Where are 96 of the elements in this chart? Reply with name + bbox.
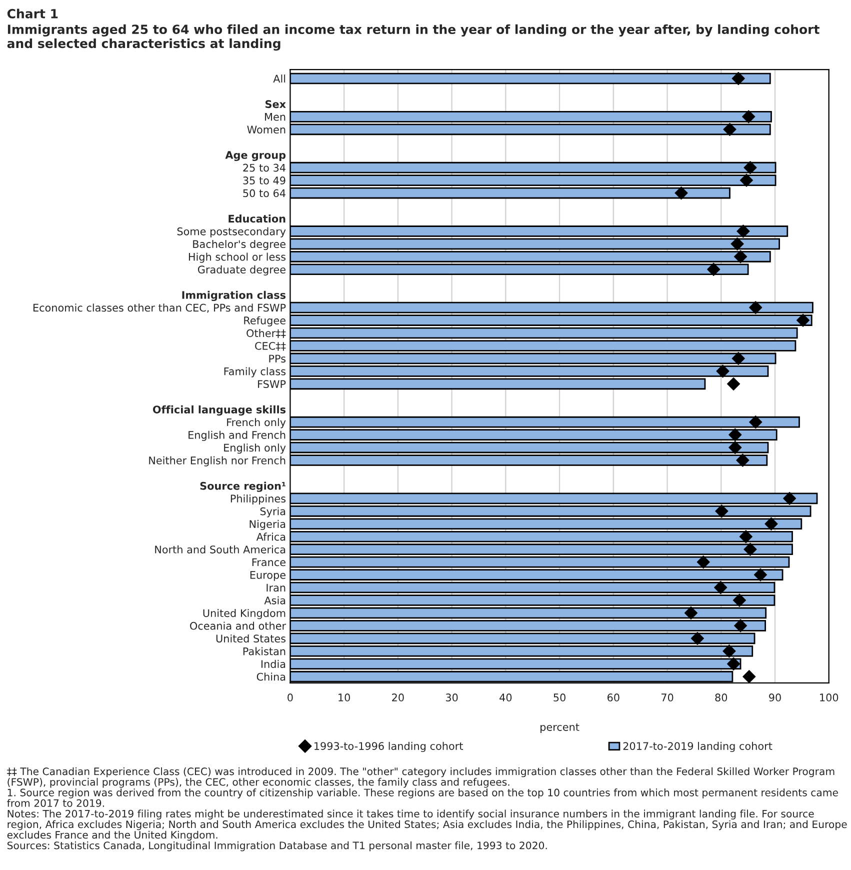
x-tick-label: 0	[288, 694, 293, 702]
y-tick-label: 50 to 64	[243, 189, 286, 198]
y-tick-label: Neither English nor French	[149, 456, 286, 466]
y-tick-label: Pakistan	[243, 647, 286, 656]
y-tick-label: Education	[228, 214, 286, 223]
y-tick-label: Official language skills	[152, 405, 286, 416]
x-tick-label: 20	[392, 694, 404, 702]
point	[782, 492, 796, 505]
y-tick-label: North and South America	[155, 545, 286, 554]
y-tick-label: Some postsecondary	[177, 227, 286, 238]
y-tick-label: 25 to 34	[243, 164, 286, 172]
y-tick-label: Graduate degree	[198, 265, 286, 276]
y-tick-label: Africa	[256, 532, 286, 541]
x-axis-title: percent	[540, 723, 580, 733]
point	[674, 186, 688, 200]
point	[684, 606, 698, 620]
point	[715, 504, 728, 518]
y-tick-label: Nigeria	[250, 520, 286, 530]
point	[742, 670, 756, 683]
y-tick-label: Europe	[250, 571, 286, 581]
point	[736, 224, 750, 238]
y-tick-label: Economic classes other than CEC, PPs and FSWP	[33, 304, 286, 313]
y-tick-label: French only	[227, 418, 286, 428]
y-tick-label: France	[252, 558, 286, 566]
y-tick-label: Source region¹	[200, 482, 286, 492]
point	[749, 300, 762, 314]
chart-subtitle: Immigrants aged 25 to 64 who filed an income tax return in the year of landing or the year after, by landing cohort and selected characteristics at landing	[7, 24, 820, 51]
y-tick-label: 35 to 49	[243, 176, 286, 184]
point	[734, 250, 748, 264]
point	[740, 174, 754, 187]
point	[707, 262, 720, 276]
y-tick-label: Syria	[260, 507, 286, 518]
point	[732, 352, 745, 366]
y-tick-label: Oceania and other	[190, 622, 286, 630]
x-tick-label: 60	[608, 694, 620, 702]
y-tick-label: United States	[216, 634, 286, 643]
x-tick-label: 90	[769, 694, 781, 702]
point	[796, 314, 810, 327]
point	[739, 530, 752, 544]
point	[744, 542, 757, 556]
point	[723, 122, 736, 136]
y-tick-label: Iran	[266, 584, 286, 592]
point	[736, 454, 750, 467]
y-tick-label: FSWP	[258, 380, 286, 388]
text: Notes: The 2017-to-2019 filing rates might be underestimated since it takes time to identify social insurance numbers in the immigrant landing file. For source region, Africa excludes Nigeria; North and South America excludes the United States; Asia excludes India, the Philippines, China, Pakistan, Syria and Iran; and Europe excludes France and the United Kingdom.	[7, 810, 847, 841]
y-tick-label: India	[261, 660, 286, 668]
point	[732, 72, 745, 86]
point	[732, 594, 746, 607]
x-tick-label: 40	[500, 694, 512, 702]
x-tick-label: 10	[338, 694, 350, 702]
y-tick-label: United Kingdom	[203, 609, 286, 620]
y-tick-label: All	[273, 74, 286, 82]
point	[754, 568, 768, 582]
y-tick-label: Age group	[225, 151, 286, 162]
point	[716, 364, 730, 378]
y-tick-label: Immigration class	[182, 290, 286, 302]
y-tick-label: PPs	[269, 354, 286, 363]
point	[744, 161, 757, 174]
y-tick-label: English and French	[188, 430, 286, 441]
y-tick-label: Asia	[264, 596, 286, 604]
y-tick-label: Women	[247, 126, 286, 134]
legend-label: 2017-to-2019 landing cohort	[623, 742, 772, 752]
point	[722, 644, 736, 658]
y-tick-label: English only	[224, 444, 286, 454]
point	[714, 580, 728, 594]
y-tick-label: Philippines	[230, 494, 286, 505]
point	[742, 110, 756, 124]
point	[749, 416, 762, 429]
y-tick-label: CEC‡‡	[255, 342, 286, 351]
point	[690, 632, 704, 645]
point	[696, 555, 710, 569]
source-note: Sources: Statistics Canada, Longitudinal Immigration Database and T1 personal master file, 1993 to 2020.	[7, 841, 547, 852]
point	[726, 377, 740, 390]
x-tick-label: 80	[715, 694, 728, 702]
y-tick-label: China	[256, 672, 286, 681]
y-tick-label: High school or less	[188, 252, 286, 263]
text: ‡‡ The Canadian Experience Class (CEC) was introduced in 2009. The "other" category includes immigration classes other than the Federal Skilled Worker Program (FSWP), provincial programs (PPs), the CEC, other economic classes, the family class and refugees.	[7, 767, 834, 788]
y-tick-label: Bachelor's degree	[193, 240, 286, 250]
point	[730, 237, 744, 250]
y-tick-label: Sex	[265, 100, 286, 108]
point	[734, 619, 748, 632]
y-tick-label: Refugee	[244, 316, 286, 326]
point	[728, 428, 742, 442]
point	[728, 440, 742, 454]
y-tick-label: Men	[265, 113, 286, 121]
x-tick-label: 100	[820, 694, 838, 702]
x-tick-label: 50	[554, 694, 566, 702]
point	[764, 517, 778, 530]
x-tick-label: 70	[661, 694, 674, 702]
text: Chart 1	[7, 8, 58, 18]
y-tick-label: Other‡‡	[246, 329, 286, 338]
legend-label: 1993-to-1996 landing cohort	[314, 742, 463, 752]
text: 1. Source region was derived from the country of citizenship variable. These regions are based on the top 10 countries from which most permanent residents came from 2017 to 2019.	[7, 788, 838, 807]
y-tick-label: Family class	[224, 367, 286, 378]
x-tick-label: 30	[446, 694, 458, 702]
point	[726, 657, 740, 670]
